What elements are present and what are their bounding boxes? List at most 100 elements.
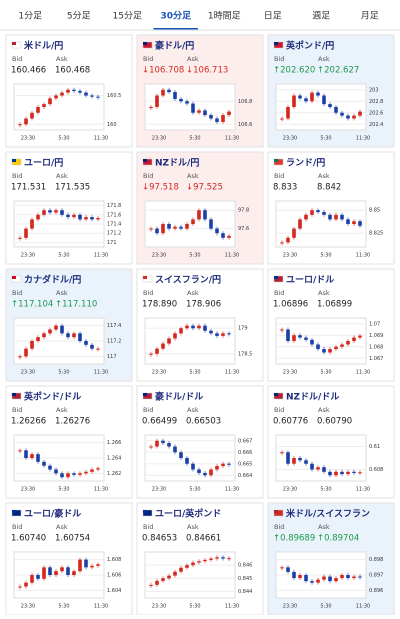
bid-value: 0.84653 <box>142 534 177 544</box>
x-tick-label: 5:30 <box>58 370 69 376</box>
ask-value: 171.535 <box>55 183 90 193</box>
candle <box>280 329 284 331</box>
y-tick-label: 0.846 <box>238 563 252 569</box>
candle <box>185 458 189 464</box>
pair-title[interactable]: ユーロ/豪ドル <box>24 508 81 520</box>
ask-label: Ask <box>187 406 199 414</box>
candle <box>18 450 22 452</box>
candle <box>286 567 290 572</box>
y-tick-label: 97.6 <box>238 226 249 232</box>
x-tick-label: 11:30 <box>94 604 108 610</box>
chart-area <box>275 83 367 131</box>
candle <box>221 115 225 122</box>
tab[interactable]: 週足 <box>312 11 330 22</box>
y-tick-label: 203 <box>369 87 379 93</box>
candle <box>24 348 28 357</box>
bid-label: Bid <box>274 289 284 297</box>
pair-title[interactable]: 豪ドル/ドル <box>155 391 203 403</box>
candle <box>358 111 362 116</box>
bid-label: Bid <box>12 406 22 414</box>
ask-label: Ask <box>56 523 68 531</box>
candle <box>185 101 189 104</box>
pair-title[interactable]: ユーロ/円 <box>24 158 63 169</box>
candle <box>292 458 296 464</box>
tab[interactable]: 月足 <box>361 11 379 22</box>
bid-label: Bid <box>274 406 284 414</box>
bid-value: 1.06896 <box>273 300 308 310</box>
candle <box>298 575 302 579</box>
ask-value: ↑202.627 <box>317 66 359 76</box>
pair-title[interactable]: ユーロ/英ポンド <box>155 508 221 520</box>
candle <box>185 565 189 568</box>
tab[interactable]: 1分足 <box>18 11 42 22</box>
candle <box>227 333 231 335</box>
bid-value: 0.60776 <box>273 417 308 427</box>
x-tick-label: 11:30 <box>225 370 239 376</box>
candle <box>72 473 76 475</box>
ask-value: 178.906 <box>186 300 221 310</box>
y-tick-label: 202.8 <box>369 99 383 105</box>
flag-mark <box>143 393 147 396</box>
pair-title[interactable]: ランド/円 <box>286 158 325 169</box>
tab[interactable]: 30分足 <box>160 10 192 22</box>
pair-title[interactable]: ユーロ/ドル <box>286 275 334 286</box>
tab[interactable]: 日足 <box>264 11 282 22</box>
bid-label: Bid <box>143 289 153 297</box>
candle <box>18 124 22 126</box>
chart-area <box>144 551 236 599</box>
x-tick-label: 11:30 <box>356 136 370 142</box>
pair-title[interactable]: NZドル/円 <box>155 158 199 169</box>
y-tick-label: 0.845 <box>238 576 252 582</box>
candle <box>227 235 231 238</box>
candle <box>90 565 94 568</box>
candle <box>78 90 82 93</box>
pair-title[interactable]: 豪ドル/円 <box>155 40 194 52</box>
candle <box>310 581 314 583</box>
candle <box>36 575 40 579</box>
candle <box>215 557 219 559</box>
tab[interactable]: 5分足 <box>67 11 91 22</box>
candle <box>78 559 82 572</box>
candle <box>161 224 165 234</box>
candle <box>161 89 165 96</box>
candle <box>286 452 290 464</box>
candle <box>72 89 76 91</box>
pair-title[interactable]: スイスフラン/円 <box>155 275 221 286</box>
candle <box>221 333 225 336</box>
candle <box>203 472 207 476</box>
ask-value: 0.84661 <box>186 534 221 544</box>
pair-title[interactable]: 米ドル/スイスフラン <box>285 508 370 520</box>
tab[interactable]: 1時間足 <box>208 11 241 22</box>
candle <box>203 559 207 562</box>
tab[interactable]: 15分足 <box>113 11 142 22</box>
candle <box>322 576 326 580</box>
pair-title[interactable]: カナダドル/円 <box>24 274 81 286</box>
pair-title[interactable]: NZドル/ドル <box>286 392 339 403</box>
pair-title[interactable]: 英ポンド/円 <box>285 40 334 52</box>
pair-title[interactable]: 英ポンド/ドル <box>23 391 81 403</box>
candle <box>191 562 195 566</box>
candle <box>346 115 350 119</box>
pair-title[interactable]: 米ドル/円 <box>23 40 63 52</box>
candle <box>173 446 177 453</box>
candle <box>84 92 88 96</box>
flag-mark <box>12 159 16 162</box>
candle <box>155 348 159 354</box>
ask-label: Ask <box>318 406 330 414</box>
y-tick-label: 160.5 <box>107 93 121 99</box>
